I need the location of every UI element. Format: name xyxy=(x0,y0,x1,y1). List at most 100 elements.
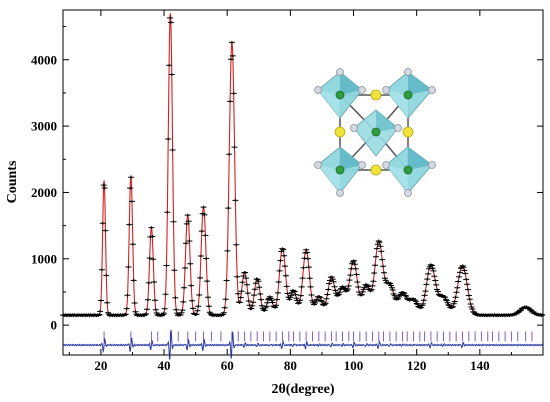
observed-point xyxy=(442,295,448,299)
observed-point xyxy=(281,254,288,258)
observed-point xyxy=(263,304,270,308)
observed-point xyxy=(359,290,366,294)
calculated-profile-line xyxy=(63,13,543,316)
observed-point xyxy=(195,304,202,308)
observed-point xyxy=(205,304,212,308)
observed-point xyxy=(419,302,426,306)
observed-point xyxy=(105,311,112,315)
observed-point xyxy=(244,291,251,295)
observed-point xyxy=(251,287,258,291)
observed-point xyxy=(226,152,233,156)
observed-point xyxy=(395,297,402,301)
observed-point xyxy=(264,301,271,305)
observed-point xyxy=(190,306,196,310)
observed-point xyxy=(252,281,259,285)
observed-point xyxy=(235,292,242,296)
observed-point xyxy=(193,312,200,316)
observed-point xyxy=(518,308,524,312)
observed-point xyxy=(102,229,109,233)
y-axis-title: Counts xyxy=(5,160,20,203)
observed-point xyxy=(228,57,234,61)
observed-point xyxy=(200,205,207,209)
observed-point xyxy=(152,298,158,302)
observed-point xyxy=(291,290,298,294)
observed-point xyxy=(178,311,185,315)
observed-point xyxy=(232,198,239,202)
observed-point xyxy=(297,298,303,302)
observed-point xyxy=(181,286,188,290)
observed-point xyxy=(144,307,150,311)
observed-point xyxy=(434,290,441,293)
observed-point xyxy=(188,284,195,288)
observed-point xyxy=(225,206,232,210)
observed-point xyxy=(222,297,229,301)
observed-point xyxy=(355,285,362,289)
crystal-structure-image xyxy=(314,68,436,197)
observed-point xyxy=(381,276,388,280)
y-tick-label: 0 xyxy=(51,318,58,333)
observed-point xyxy=(166,63,173,67)
observed-point xyxy=(452,295,459,299)
observed-point xyxy=(389,288,396,292)
observed-point xyxy=(352,267,359,271)
observed-point xyxy=(299,276,306,280)
observed-point xyxy=(307,285,314,289)
observed-point xyxy=(350,259,357,263)
observed-point xyxy=(526,306,532,310)
observed-point xyxy=(180,300,187,304)
observed-point xyxy=(371,271,378,275)
observed-point xyxy=(361,285,368,289)
observed-point xyxy=(401,291,408,295)
observed-point xyxy=(233,243,240,247)
observed-point xyxy=(194,309,201,313)
observed-point xyxy=(391,294,398,298)
observed-point xyxy=(370,279,377,283)
observed-point xyxy=(424,277,431,281)
observed-point xyxy=(238,289,245,293)
observed-point xyxy=(332,288,339,292)
observed-point xyxy=(351,262,358,266)
observed-point xyxy=(267,296,274,300)
observed-point xyxy=(330,280,337,284)
observed-point xyxy=(280,248,287,252)
observed-point xyxy=(220,313,226,316)
observed-point xyxy=(272,305,279,309)
observed-point xyxy=(162,292,169,296)
observed-point xyxy=(336,290,343,294)
observed-point xyxy=(97,309,104,313)
observed-point xyxy=(230,91,237,95)
observed-point xyxy=(278,250,285,253)
observed-point xyxy=(144,298,151,302)
observed-point xyxy=(403,294,410,298)
x-tick-label: 80 xyxy=(284,358,297,373)
observed-point xyxy=(250,300,257,304)
oxygen-atoms xyxy=(314,68,436,197)
observed-point xyxy=(248,307,255,310)
observed-point xyxy=(539,313,546,317)
observed-point xyxy=(153,311,160,315)
observed-point xyxy=(322,301,329,305)
observed-point xyxy=(319,300,326,304)
observed-point xyxy=(126,223,133,227)
observed-point xyxy=(378,249,385,253)
observed-point xyxy=(196,293,203,297)
observed-point xyxy=(125,265,132,269)
observed-point xyxy=(388,284,394,287)
observed-point xyxy=(374,242,381,246)
observed-point xyxy=(129,199,135,203)
observed-point xyxy=(143,312,150,316)
observed-point xyxy=(468,305,475,309)
observed-point xyxy=(179,308,186,312)
observed-point xyxy=(237,296,244,299)
observed-point xyxy=(373,247,380,251)
observed-point xyxy=(224,249,231,253)
observed-point xyxy=(240,274,247,278)
observed-point xyxy=(421,293,428,297)
observed-point xyxy=(412,299,419,303)
observed-point xyxy=(469,307,476,311)
observed-point xyxy=(419,304,425,307)
observed-point xyxy=(251,293,257,297)
observed-point xyxy=(457,270,463,274)
observed-point xyxy=(168,73,175,76)
observed-point xyxy=(124,293,131,297)
